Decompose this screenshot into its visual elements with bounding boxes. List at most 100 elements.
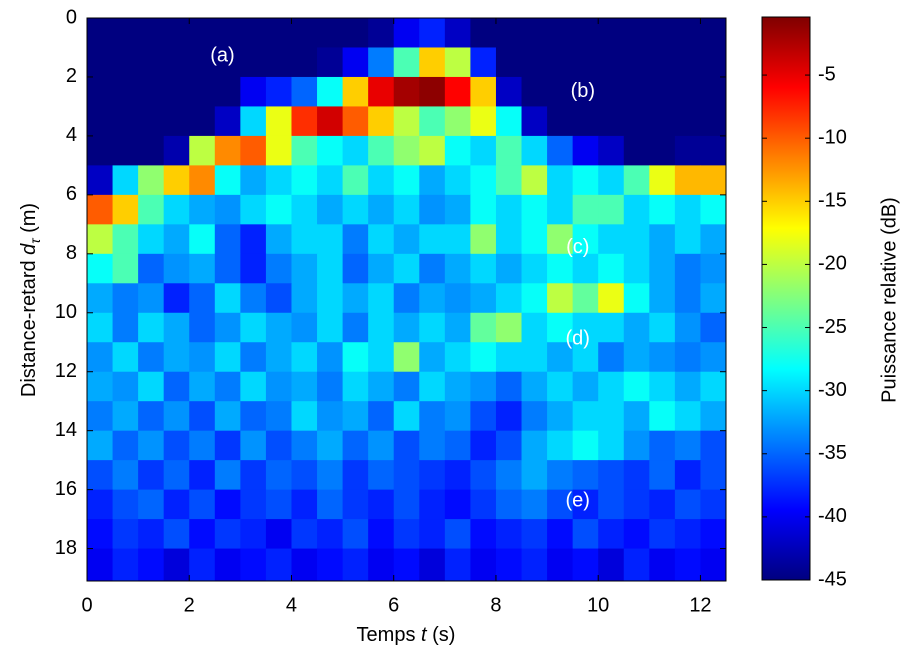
heatmap-cell (470, 135, 497, 166)
heatmap-cell (214, 489, 241, 520)
heatmap-cell (444, 430, 471, 461)
heatmap-cell (495, 106, 523, 137)
heatmap-cell (547, 135, 574, 166)
heatmap-cell (623, 430, 650, 461)
y-tick-label: 18 (55, 537, 77, 559)
heatmap-cell (342, 194, 369, 225)
heatmap-cell (112, 47, 139, 78)
heatmap (87, 18, 727, 582)
heatmap-cell (368, 430, 395, 461)
heatmap-cell (623, 371, 650, 402)
heatmap-cell (291, 342, 318, 373)
heatmap-cell (470, 18, 497, 48)
heatmap-cell (674, 76, 701, 107)
heatmap-cell (674, 253, 701, 284)
heatmap-cell (547, 76, 574, 107)
heatmap-cell (240, 224, 267, 255)
heatmap-cell (87, 312, 114, 343)
heatmap-cell (572, 165, 599, 196)
heatmap-cell (700, 342, 727, 373)
heatmap-cell (163, 342, 190, 373)
heatmap-cell (342, 401, 369, 432)
heatmap-cell (317, 401, 344, 432)
heatmap-cell (138, 489, 165, 520)
heatmap-cell (87, 76, 114, 107)
heatmap-cell (112, 401, 139, 432)
heatmap-cell (495, 47, 523, 78)
y-tick-label: 16 (55, 478, 77, 500)
heatmap-cell (317, 135, 344, 166)
heatmap-cell (547, 489, 574, 520)
heatmap-cell (700, 519, 727, 550)
heatmap-cell (700, 224, 727, 255)
heatmap-cell (189, 283, 216, 314)
heatmap-cell (342, 18, 369, 48)
heatmap-cell (368, 519, 395, 550)
heatmap-cell (393, 283, 420, 314)
heatmap-cell (317, 371, 344, 402)
heatmap-cell (291, 76, 318, 107)
heatmap-cell (444, 47, 471, 78)
heatmap-cell (163, 283, 190, 314)
heatmap-cell (112, 460, 139, 491)
heatmap-cell (419, 135, 446, 166)
heatmap-cell (419, 194, 446, 225)
y-tick-label: 12 (55, 360, 77, 382)
heatmap-cell (138, 548, 165, 582)
heatmap-cell (623, 489, 650, 520)
heatmap-cell (419, 253, 446, 284)
heatmap-cell (419, 224, 446, 255)
heatmap-cell (240, 460, 267, 491)
heatmap-cell (598, 283, 625, 314)
heatmap-cell (240, 401, 267, 432)
heatmap-cell (317, 342, 344, 373)
heatmap-cell (674, 106, 701, 137)
heatmap-cell (598, 430, 625, 461)
heatmap-cell (700, 135, 727, 166)
heatmap-cell (112, 253, 139, 284)
heatmap-cell (393, 76, 420, 107)
heatmap-cell (649, 224, 676, 255)
heatmap-cell (317, 194, 344, 225)
heatmap-cell (317, 489, 344, 520)
heatmap-cell (317, 548, 344, 582)
heatmap-cell (265, 106, 292, 137)
heatmap-cell (265, 224, 292, 255)
heatmap-cell (291, 194, 318, 225)
heatmap-cell (112, 283, 139, 314)
heatmap-cell (240, 135, 267, 166)
heatmap-cell (521, 548, 548, 582)
heatmap-cell (138, 165, 165, 196)
heatmap-cell (649, 47, 676, 78)
heatmap-cell (521, 371, 548, 402)
heatmap-cell (547, 224, 574, 255)
heatmap-cell (112, 548, 139, 582)
heatmap-cell (87, 47, 114, 78)
heatmap-cell (265, 76, 292, 107)
heatmap-cell (521, 253, 548, 284)
heatmap-cell (547, 253, 574, 284)
heatmap-cell (623, 106, 650, 137)
heatmap-cell (495, 548, 523, 582)
heatmap-cell (547, 165, 574, 196)
heatmap-cell (572, 460, 599, 491)
heatmap-cell (623, 401, 650, 432)
heatmap-cell (214, 371, 241, 402)
heatmap-cell (368, 194, 395, 225)
heatmap-cell (649, 76, 676, 107)
heatmap-cell (700, 371, 727, 402)
heatmap-cell (214, 283, 241, 314)
colorbar (761, 16, 811, 581)
heatmap-cell (623, 224, 650, 255)
heatmap-cell (393, 489, 420, 520)
heatmap-cell (393, 312, 420, 343)
heatmap-cell (163, 18, 190, 48)
heatmap-cell (265, 165, 292, 196)
heatmap-cell (240, 430, 267, 461)
heatmap-cell (521, 283, 548, 314)
heatmap-cell (240, 253, 267, 284)
heatmap-cell (393, 18, 420, 48)
heatmap-cell (547, 430, 574, 461)
heatmap-cell (470, 371, 497, 402)
heatmap-cell (265, 519, 292, 550)
